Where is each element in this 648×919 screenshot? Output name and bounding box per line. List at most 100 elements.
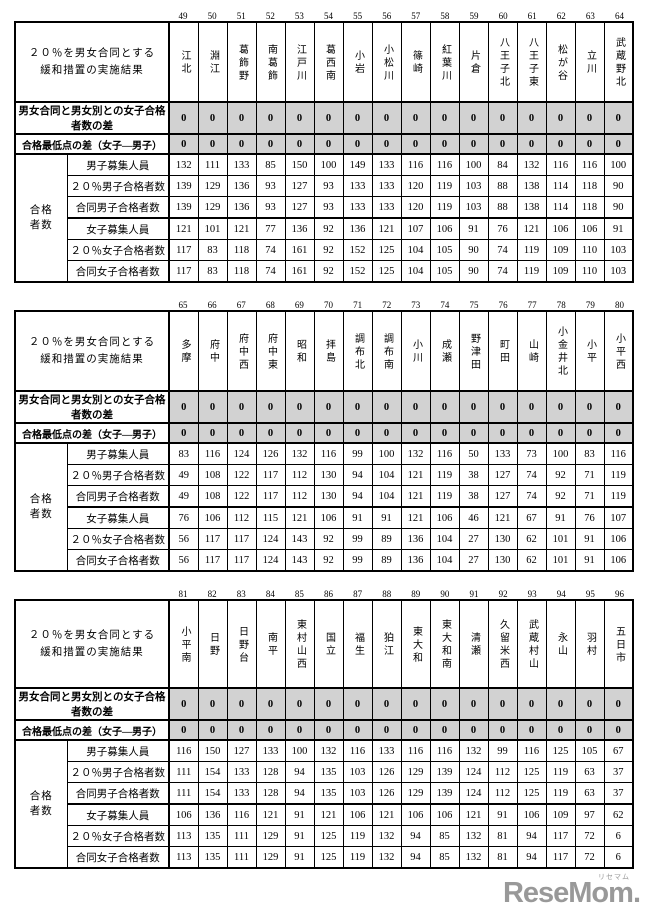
table-title-line2: 緩和措置の実施結果 (40, 647, 144, 658)
school-column-header: 葛飾野 (226, 21, 257, 103)
school-column-header: 江戸川 (284, 21, 315, 103)
data-cell: 106 (313, 506, 344, 529)
data-cell: 90 (458, 260, 489, 283)
data-cell: 72 (574, 846, 605, 869)
data-cell: 92 (313, 217, 344, 240)
data-cell: 125 (313, 846, 344, 869)
group-label: 合格 者数 (14, 739, 68, 869)
school-name: 武蔵村山 (526, 619, 538, 671)
row-label: 合同男子合格者数 (66, 782, 170, 805)
diff-passers-value: 0 (429, 390, 460, 424)
data-cell: 135 (197, 825, 228, 847)
data-cell: 81 (487, 825, 518, 847)
data-cell: 77 (255, 217, 286, 240)
data-cell: 56 (168, 549, 199, 572)
school-column-header: 八王子北 (487, 21, 518, 103)
diff-passers-value: 0 (516, 101, 547, 135)
data-cell: 138 (516, 175, 547, 197)
diff-passers-value: 0 (342, 390, 373, 424)
column-number: 59 (469, 11, 479, 21)
data-cell: 71 (574, 485, 605, 508)
data-row: ２０％女子合格者数 56 117 117 124 143 92 99 89 136 104 27 130… (15, 528, 634, 550)
data-cell: 106 (429, 217, 460, 240)
diff-minscore-value: 0 (197, 133, 228, 155)
data-cell: 118 (574, 175, 605, 197)
data-cell: 116 (574, 153, 605, 176)
data-cell: 121 (487, 506, 518, 529)
school-column-header: 府中 (197, 310, 228, 392)
data-row: 合同男子合格者数 49 108 122 117 112 130 94 104 121 119 38 12… (15, 485, 634, 508)
table-title: ２０％を男女合同とする 緩和措置の実施結果 (14, 21, 170, 103)
data-cell: 92 (313, 549, 344, 572)
data-cell: 85 (429, 825, 460, 847)
diff-minscore-value: 0 (313, 719, 344, 741)
diff-minscore-value: 0 (342, 133, 373, 155)
data-cell: 125 (516, 761, 547, 783)
group-label: 合格 者数 (14, 153, 68, 283)
school-column-header: 南葛飾 (255, 21, 286, 103)
diff-passers-value: 0 (226, 390, 257, 424)
data-cell: 92 (313, 260, 344, 283)
diff-passers-value: 0 (429, 101, 460, 135)
data-row: ２０％女子合格者数 117 83 118 74 161 92 152 125 104 105 90 74… (15, 239, 634, 261)
data-cell: 117 (197, 528, 228, 550)
school-name: 成瀬 (439, 339, 451, 365)
diff-passers-value: 0 (226, 101, 257, 135)
data-cell: 116 (429, 442, 460, 465)
group-label-line1: 合格 (29, 791, 53, 802)
diff-passers-label: 男女合同と男女別との女子合格者数の差 (14, 101, 170, 135)
data-cell: 132 (168, 153, 199, 176)
diff-passers-value: 0 (487, 390, 518, 424)
data-cell: 139 (168, 175, 199, 197)
diff-minscore-value: 0 (429, 133, 460, 155)
group-label-line2: 者数 (29, 220, 53, 231)
data-cell: 103 (603, 260, 634, 283)
diff-passers-value: 0 (400, 390, 431, 424)
school-name: 清瀬 (468, 632, 480, 658)
school-name: 葛西南 (323, 43, 335, 83)
diff-passers-value: 0 (342, 101, 373, 135)
data-cell: 136 (226, 196, 257, 219)
school-column-header: 片倉 (458, 21, 489, 103)
data-cell: 106 (429, 506, 460, 529)
school-column-header: 清瀬 (458, 599, 489, 689)
diff-minscore-value: 0 (429, 422, 460, 444)
diff-passers-value: 0 (255, 390, 286, 424)
data-cell: 91 (284, 825, 315, 847)
column-number: 66 (207, 300, 217, 310)
data-cell: 133 (342, 175, 373, 197)
column-number: 61 (527, 11, 537, 21)
data-cell: 133 (226, 153, 257, 176)
data-cell: 119 (429, 175, 460, 197)
data-cell: 105 (429, 239, 460, 261)
row-label: 合同女子合格者数 (66, 549, 170, 572)
school-name: 武蔵野北 (613, 37, 625, 89)
diff-minscore-value: 0 (197, 422, 228, 444)
data-cell: 121 (371, 217, 402, 240)
column-number: 62 (556, 11, 566, 21)
data-cell: 93 (255, 196, 286, 219)
data-cell: 116 (429, 153, 460, 176)
diff-minscore-value: 0 (255, 422, 286, 444)
school-name: 日野台 (236, 625, 248, 665)
group-label: 合格 者数 (14, 442, 68, 572)
diff-passers-value: 0 (284, 390, 315, 424)
data-cell: 129 (400, 782, 431, 805)
row-label: ２０％男子合格者数 (66, 464, 170, 486)
school-name: 八王子北 (497, 37, 509, 89)
data-cell: 132 (313, 739, 344, 762)
row-label: ２０％女子合格者数 (66, 825, 170, 847)
data-row: 女子募集人員 76 106 112 115 121 106 91 91 121 106 46 121 67… (15, 506, 634, 529)
diff-passers-value: 0 (371, 390, 402, 424)
row-label: 女子募集人員 (66, 506, 170, 529)
data-cell: 125 (545, 739, 576, 762)
data-cell: 94 (342, 464, 373, 486)
data-cell: 103 (342, 782, 373, 805)
data-cell: 114 (545, 196, 576, 219)
school-name: 永山 (555, 632, 567, 658)
diff-passers-value: 0 (168, 390, 199, 424)
data-cell: 81 (487, 846, 518, 869)
diff-passers-value: 0 (400, 687, 431, 721)
diff-minscore-value: 0 (284, 133, 315, 155)
data-cell: 111 (168, 782, 199, 805)
